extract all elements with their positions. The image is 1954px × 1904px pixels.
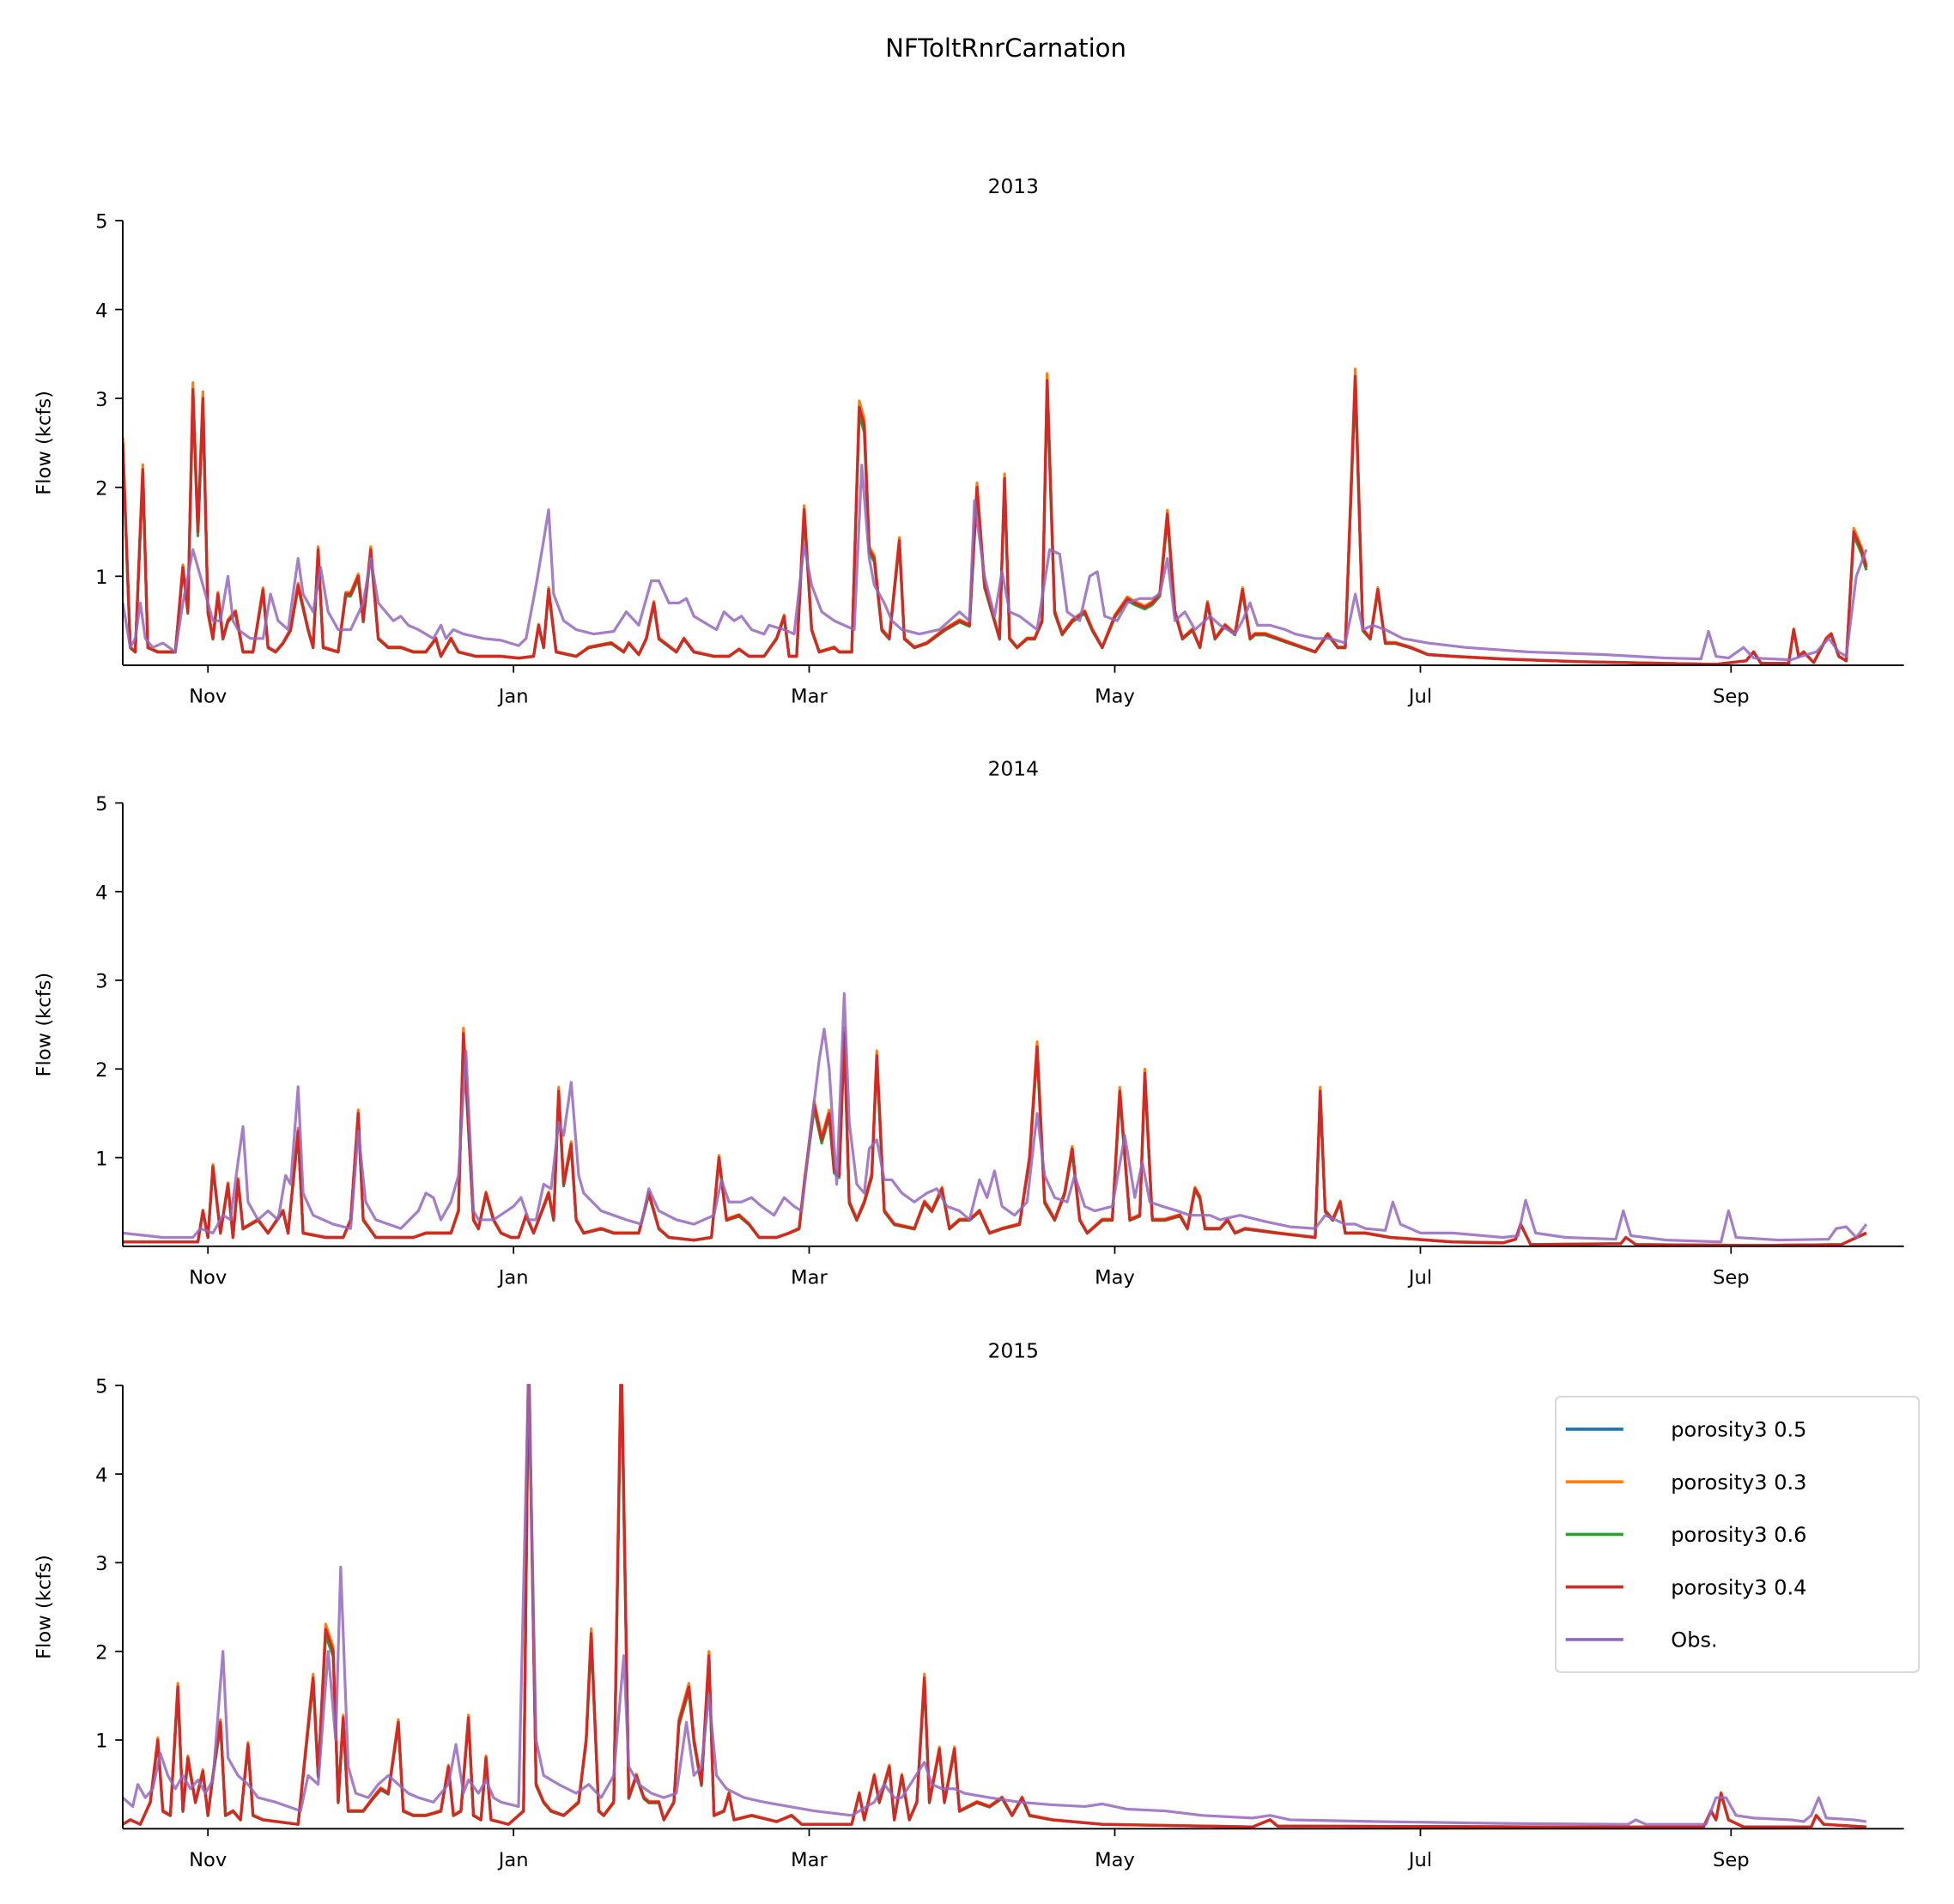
y-axis-label: Flow (kcfs): [33, 1555, 55, 1659]
x-tick-label: Sep: [1713, 1267, 1750, 1289]
x-tick-label: Jul: [1407, 1849, 1432, 1871]
panel-2015: 2015 1 2 3 4 5 Nov Jan Mar May Jul Sep Flow (kcfs): [33, 1339, 1904, 1871]
legend-frame: [1555, 1395, 1921, 1673]
y-tick-label: 3: [95, 389, 107, 411]
x-tick-label: Mar: [791, 1849, 828, 1871]
y-tick-label: 2: [95, 1641, 107, 1664]
y-tick-label: 4: [95, 1464, 107, 1487]
x-tick-label: May: [1095, 1849, 1135, 1871]
x-tick-label: Sep: [1713, 686, 1750, 708]
panel-title: 2013: [988, 174, 1039, 198]
y-tick-label: 2: [95, 477, 107, 500]
x-tick-label: May: [1095, 686, 1135, 708]
x-tick-label: Jan: [497, 1849, 529, 1871]
series-line-obs-: [122, 1384, 1867, 1826]
panel-2014: 2014 1 2 3 4 5 Nov Jan Mar May Jul Sep Flow (kcfs): [33, 756, 1904, 1289]
y-tick-label: 3: [95, 1553, 107, 1575]
series-group: [122, 991, 1868, 1246]
legend-label: porosity3 0.5: [1671, 1418, 1806, 1442]
series-line-porosity3-0-4: [122, 1384, 1866, 1828]
x-tick-label: Jul: [1407, 1267, 1432, 1289]
y-tick-label: 5: [95, 1376, 107, 1398]
series-line-porosity3-0-4: [122, 1032, 1867, 1246]
panel-title: 2014: [988, 756, 1039, 780]
y-tick-label: 4: [95, 882, 107, 904]
x-tick-label: Jan: [497, 686, 529, 708]
x-tick-label: Jul: [1407, 686, 1432, 708]
y-tick-label: 5: [95, 793, 107, 816]
y-tick-label: 4: [95, 300, 107, 322]
series-line-obs-: [122, 464, 1868, 662]
legend-label: porosity3 0.3: [1671, 1470, 1806, 1495]
y-axis-label: Flow (kcfs): [33, 391, 55, 495]
x-tick-label: Sep: [1713, 1849, 1750, 1871]
series-group: [122, 1384, 1867, 1828]
panel-title: 2015: [988, 1339, 1039, 1363]
y-axis-label: Flow (kcfs): [33, 973, 55, 1077]
series-group: [122, 367, 1868, 665]
x-tick-label: Mar: [791, 1267, 828, 1289]
figure-title: NFToltRnrCarnation: [885, 33, 1126, 63]
x-tick-label: May: [1095, 1267, 1135, 1289]
y-tick-label: 1: [95, 1148, 107, 1170]
legend-label: Obs.: [1671, 1628, 1717, 1652]
legend: porosity3 0.5 porosity3 0.3 porosity3 0.6 p…: [1555, 1395, 1921, 1673]
y-tick-label: 3: [95, 971, 107, 993]
x-tick-label: Mar: [791, 686, 828, 708]
y-tick-label: 2: [95, 1059, 107, 1082]
x-tick-label: Nov: [189, 1849, 227, 1871]
x-tick-label: Jan: [497, 1267, 529, 1289]
legend-label: porosity3 0.4: [1671, 1575, 1806, 1599]
legend-label: porosity3 0.6: [1671, 1523, 1806, 1547]
series-line-obs-: [122, 991, 1868, 1244]
x-tick-label: Nov: [189, 686, 227, 708]
y-tick-label: 5: [95, 211, 107, 233]
x-tick-label: Nov: [189, 1267, 227, 1289]
y-tick-label: 1: [95, 1731, 107, 1753]
series-line-porosity3-0-4: [122, 374, 1868, 665]
y-tick-label: 1: [95, 567, 107, 589]
panel-2013: 2013 1 2 3 4 5 Nov Jan Mar May Jul Sep Flow (kcfs): [33, 174, 1904, 708]
